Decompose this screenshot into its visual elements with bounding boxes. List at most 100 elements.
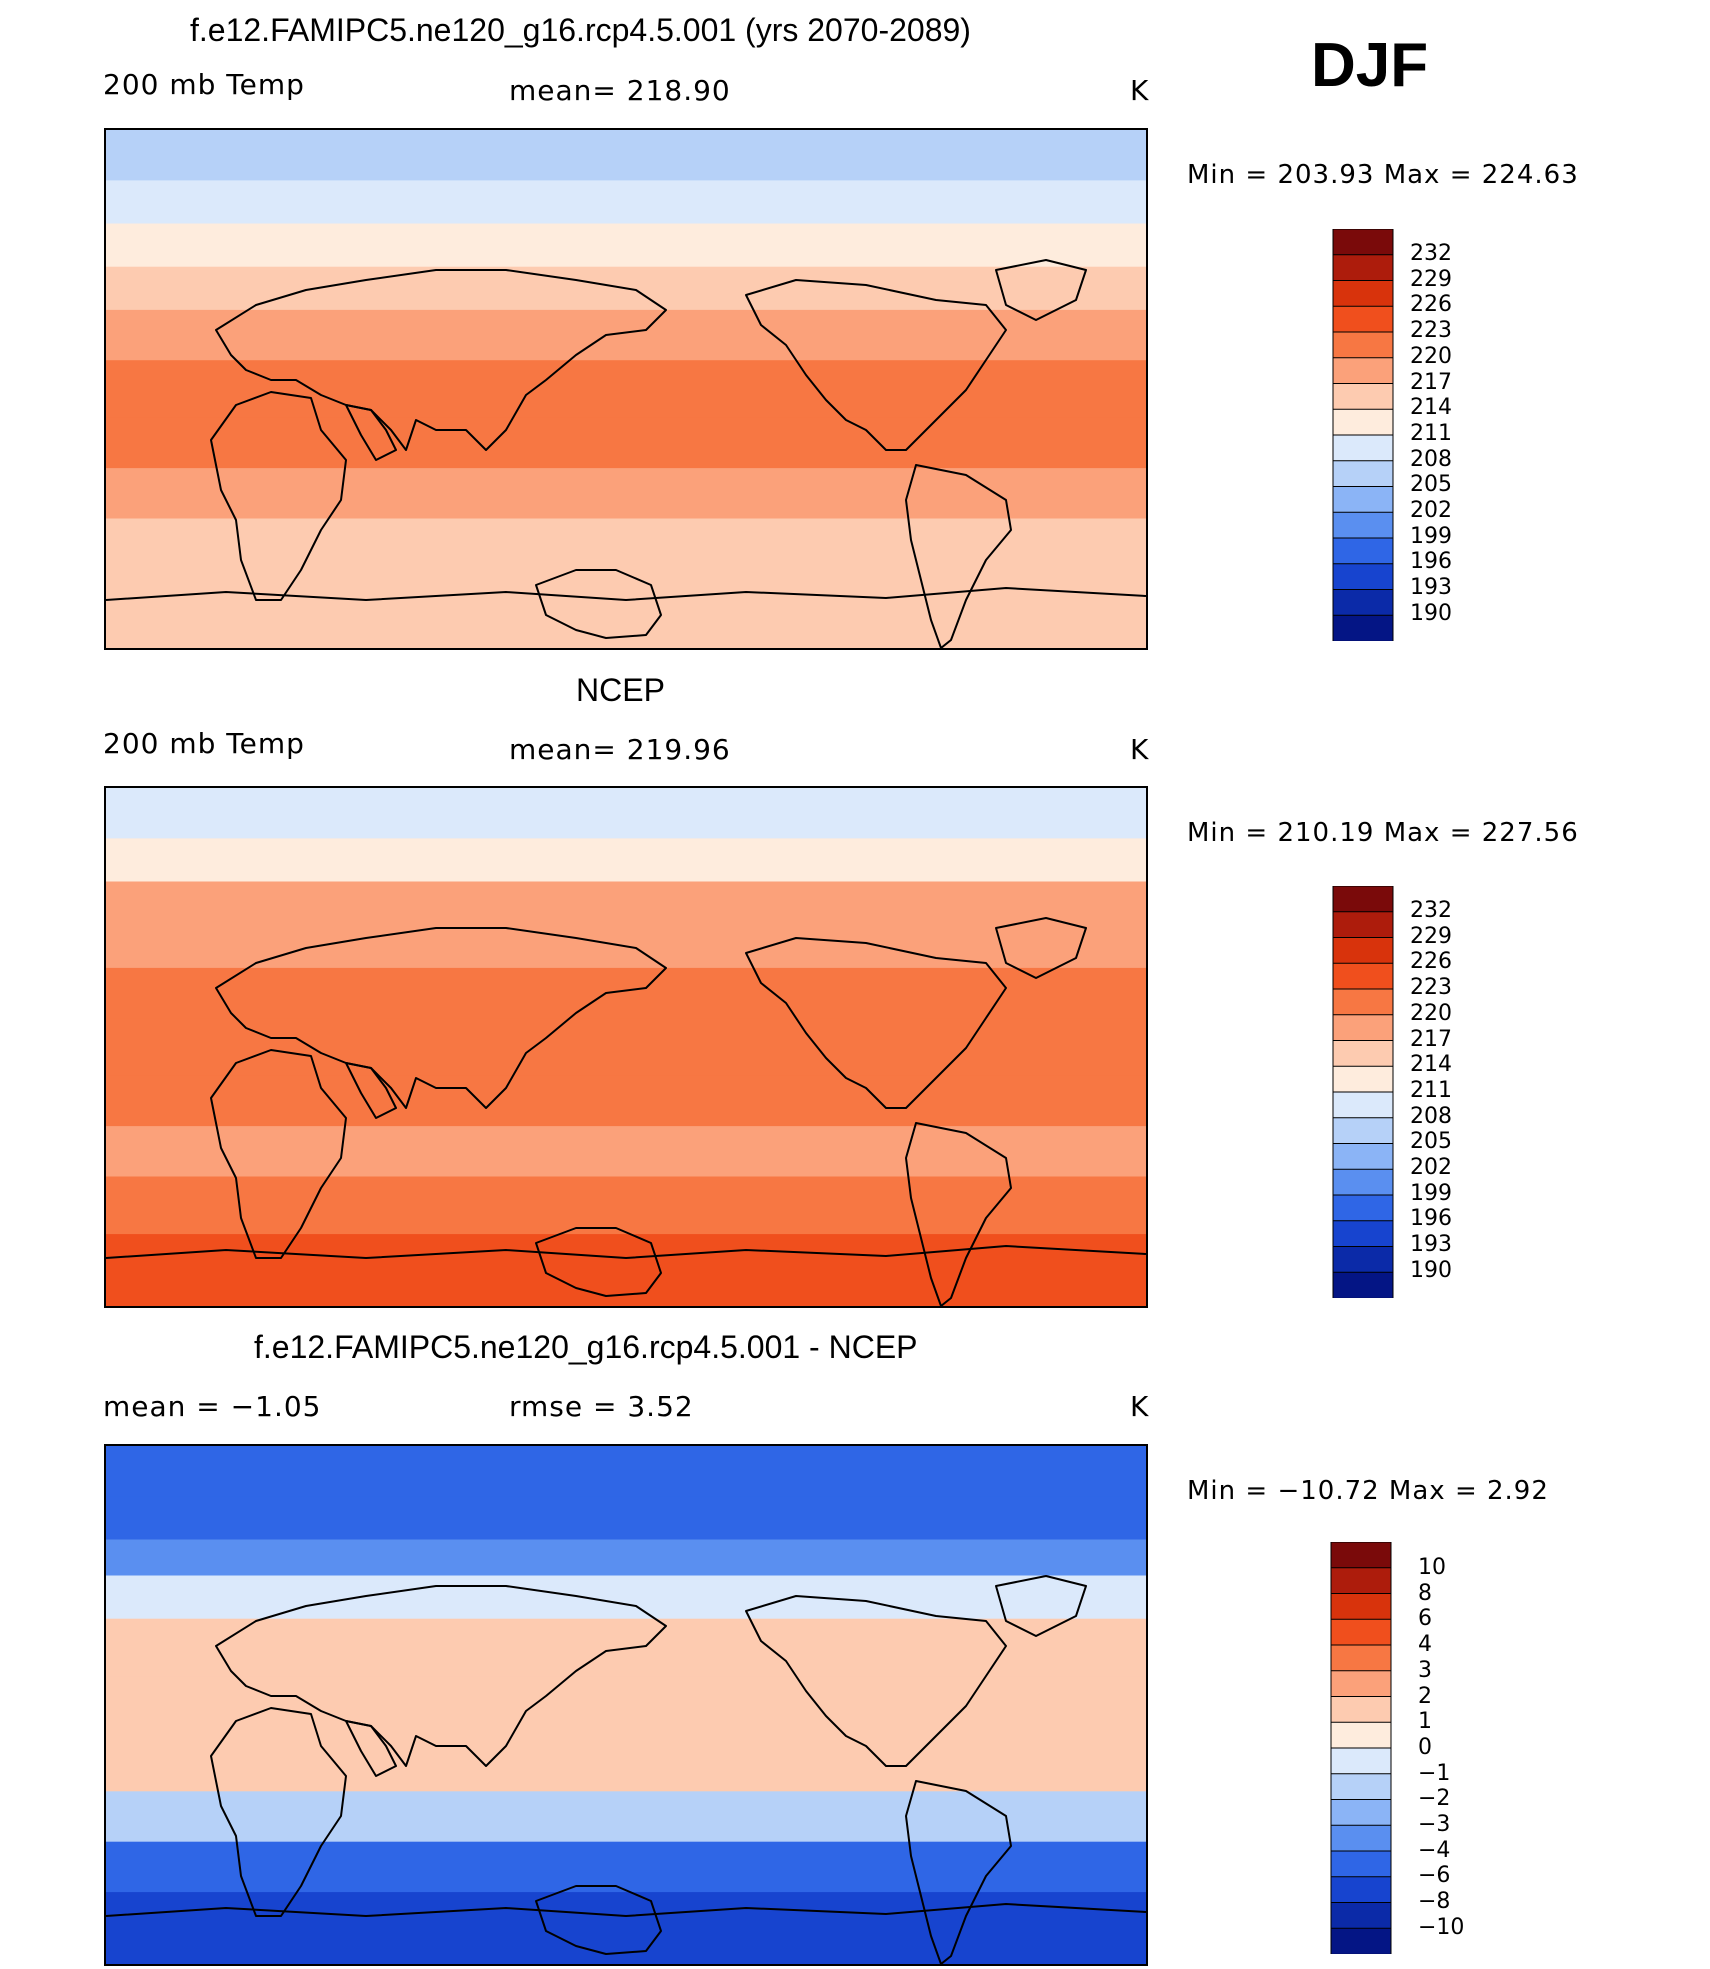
field-band <box>106 838 1146 883</box>
colorbar-level-label: −2 <box>1418 1786 1451 1812</box>
colorbar-swatch <box>1330 1850 1392 1878</box>
colorbar-swatch <box>1332 1271 1394 1298</box>
field-band <box>106 1176 1146 1235</box>
field-band <box>106 1075 1146 1127</box>
panel-3-mean-label: mean = −1.05 <box>103 1390 322 1423</box>
coastline <box>995 917 1087 979</box>
colorbar-swatch <box>1332 1014 1394 1042</box>
panel-1-min-max: Min = 203.93 Max = 224.63 <box>1187 160 1579 190</box>
field-band <box>106 468 1146 519</box>
colorbar-swatch <box>1330 1876 1392 1904</box>
colorbar-level-label: 226 <box>1410 949 1452 975</box>
colorbar-swatch <box>1332 280 1394 308</box>
colorbar-swatch <box>1332 962 1394 990</box>
colorbar-level-label: 10 <box>1418 1555 1446 1580</box>
colorbar-swatch <box>1332 254 1394 282</box>
panel-1-map-svg <box>106 130 1146 648</box>
colorbar-swatch <box>1332 1143 1394 1171</box>
colorbar-swatch <box>1330 1542 1392 1569</box>
coastline <box>745 279 1007 451</box>
coastline <box>745 1595 1007 1767</box>
colorbar-level-label: −3 <box>1418 1812 1451 1838</box>
coastline <box>215 1585 667 1767</box>
colorbar-swatch <box>1332 1246 1394 1274</box>
panel-3-min-max: Min = −10.72 Max = 2.92 <box>1187 1476 1549 1506</box>
colorbar-swatch <box>1330 1670 1392 1698</box>
colorbar-swatch <box>1332 434 1394 462</box>
field-band <box>106 360 1146 419</box>
panel-3-colorbar-labels: 10 8 6 4 3 2 1 0 −1 −2 −3 −4 −6 −8 −10 <box>1418 1555 1464 1941</box>
field-band <box>106 1539 1146 1576</box>
field-band <box>106 788 1146 839</box>
colorbar-level-label: 190 <box>1410 600 1452 626</box>
panel-2-colorbar <box>1332 886 1394 1298</box>
coastline <box>535 569 662 639</box>
field-band <box>106 1496 1146 1541</box>
colorbar-level-label: 190 <box>1410 1257 1452 1283</box>
colorbar-level-label: 193 <box>1410 575 1452 601</box>
field-band <box>106 881 1146 926</box>
coastline <box>905 1780 1012 1964</box>
colorbar-swatch <box>1332 589 1394 617</box>
colorbar-level-label: 202 <box>1410 1155 1452 1181</box>
field-band <box>106 1676 1146 1735</box>
colorbar-level-label: −4 <box>1418 1837 1451 1863</box>
coastline <box>210 1707 347 1917</box>
colorbar-swatch <box>1332 911 1394 939</box>
colorbar-swatch <box>1332 886 1394 913</box>
coastline <box>210 391 347 601</box>
colorbar-level-label: 211 <box>1410 420 1452 446</box>
colorbar-level-label: 208 <box>1410 1103 1452 1129</box>
colorbar-swatch <box>1330 1902 1392 1930</box>
colorbar-level-label: 232 <box>1410 898 1452 923</box>
coastline <box>995 259 1087 321</box>
colorbar-swatch <box>1330 1747 1392 1775</box>
field-band <box>106 1018 1146 1077</box>
colorbar-level-label: 208 <box>1410 446 1452 472</box>
panel-3-colorbar <box>1330 1542 1392 1954</box>
colorbar-swatch <box>1332 1091 1394 1119</box>
coastline <box>995 1575 1087 1637</box>
field-band <box>106 180 1146 225</box>
colorbar-swatch <box>1330 1618 1392 1646</box>
colorbar-swatch <box>1332 1220 1394 1248</box>
colorbar-swatch <box>1332 1194 1394 1222</box>
field-band <box>106 518 1146 577</box>
colorbar-swatch <box>1332 1065 1394 1093</box>
colorbar-level-label: 223 <box>1410 975 1452 1001</box>
colorbar-swatch <box>1332 1168 1394 1196</box>
colorbar-swatch <box>1332 563 1394 591</box>
panel-3-units-label: K <box>1130 1390 1150 1423</box>
colorbar-swatch <box>1330 1773 1392 1801</box>
panel-3-rmse-label: rmse = 3.52 <box>509 1390 694 1423</box>
panel-1-units-label: K <box>1130 74 1150 107</box>
panel-2-mean-label: mean= 219.96 <box>509 733 731 766</box>
panel-1-variable-label: 200 mb Temp <box>103 68 305 101</box>
coastline <box>210 1049 347 1259</box>
colorbar-level-label: 232 <box>1410 241 1452 266</box>
colorbar-swatch <box>1330 1593 1392 1621</box>
colorbar-swatch <box>1332 486 1394 514</box>
panel-2-colorbar-labels: 232 229 226 223 220 217 214 211 208 205 … <box>1410 898 1452 1284</box>
field-band <box>106 1126 1146 1177</box>
colorbar-level-label: −6 <box>1418 1863 1451 1889</box>
coastline <box>535 1885 662 1955</box>
colorbar-swatch <box>1332 937 1394 965</box>
colorbar-swatch <box>1330 1927 1392 1954</box>
colorbar-swatch <box>1330 1644 1392 1672</box>
field-band <box>106 223 1146 268</box>
colorbar-level-label: 199 <box>1410 523 1452 549</box>
colorbar-level-label: 217 <box>1410 369 1452 395</box>
colorbar-level-label: 199 <box>1410 1180 1452 1206</box>
colorbar-level-label: 6 <box>1418 1606 1432 1632</box>
field-band <box>106 1446 1146 1497</box>
colorbar-swatch <box>1332 460 1394 488</box>
colorbar-level-label: −1 <box>1418 1760 1451 1786</box>
colorbar-level-label: 220 <box>1410 1000 1452 1026</box>
field-band <box>106 967 1146 1019</box>
coastline <box>345 1062 397 1119</box>
coastline <box>535 1227 662 1297</box>
colorbar-level-label: 220 <box>1410 343 1452 369</box>
colorbar-level-label: 8 <box>1418 1580 1432 1606</box>
field-band <box>106 417 1146 469</box>
